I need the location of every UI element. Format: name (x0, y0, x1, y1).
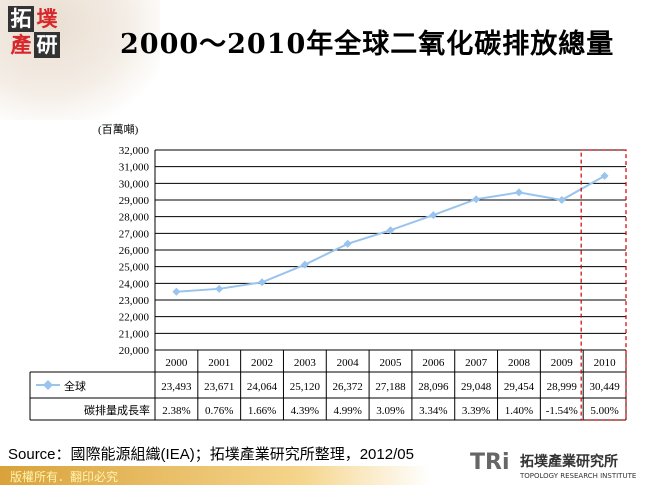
x-tick-label: 2000 (165, 357, 188, 369)
data-label: 28,999 (547, 381, 578, 393)
logo-char: 產 (10, 33, 32, 57)
growth-label: 3.39% (462, 405, 490, 417)
data-label: 29,454 (504, 381, 535, 393)
data-label: 28,096 (418, 381, 449, 393)
y-axis-label: (百萬噸) (98, 122, 139, 136)
growth-label: -1.54% (546, 405, 578, 417)
y-tick-label: 28,000 (119, 212, 150, 224)
x-tick-label: 2003 (294, 357, 317, 369)
y-tick-label: 25,000 (119, 262, 150, 274)
footer-bar: 版權所有．翻印必究 (0, 466, 430, 485)
legend-label: 全球 (64, 379, 86, 393)
y-tick-label: 27,000 (119, 228, 150, 240)
y-tick-label: 30,000 (119, 178, 150, 190)
data-label: 25,120 (290, 381, 321, 393)
brand-sub: TOPOLOGY RESEARCH INSTITUTE (520, 472, 637, 480)
brand-name: 拓墣產業研究所 (520, 454, 618, 470)
x-tick-label: 2001 (208, 357, 230, 369)
line-chart: (百萬噸) 20,000 21,000 22,000 23,000 24,000 25,00… (29, 122, 627, 421)
data-label: 27,188 (375, 381, 406, 393)
data-label: 23,671 (204, 381, 234, 393)
logo: 拓 墣 產 研 (8, 6, 60, 58)
x-tick-label: 2004 (337, 357, 360, 369)
growth-label: 1.40% (505, 405, 533, 417)
brand-logo: TRi 拓墣產業研究所 TOPOLOGY RESEARCH INSTITUTE (470, 450, 650, 485)
y-tick-label: 22,000 (119, 312, 150, 324)
data-point (258, 278, 267, 287)
x-tick-label: 2008 (508, 357, 531, 369)
brand-mark: TRi (470, 450, 510, 475)
x-tick-label: 2005 (380, 357, 403, 369)
data-point (514, 188, 523, 197)
data-label: 24,064 (247, 381, 278, 393)
legend-marker (43, 380, 53, 390)
y-tick-label: 29,000 (119, 195, 150, 207)
data-label: 26,372 (333, 381, 363, 393)
data-point (472, 195, 481, 204)
data-point (215, 284, 224, 293)
copyright: 版權所有．翻印必究 (10, 470, 119, 484)
y-tick-label: 21,000 (119, 328, 150, 340)
x-tick-label: 2006 (422, 357, 445, 369)
highlight-box (580, 149, 627, 421)
y-tick-label: 24,000 (119, 278, 150, 290)
growth-label: 5.00% (590, 405, 618, 417)
y-tick-label: 23,000 (119, 295, 150, 307)
growth-row-label: 碳排量成長率 (84, 403, 150, 417)
growth-label: 0.76% (205, 405, 233, 417)
page-title: 2000～2010年全球二氧化碳排放總量 (120, 29, 615, 60)
data-point (386, 226, 395, 235)
data-point (557, 196, 566, 205)
data-point (429, 211, 438, 220)
y-tick-label: 20,000 (119, 345, 150, 357)
data-point (600, 171, 609, 180)
growth-label: 4.99% (333, 405, 361, 417)
growth-label: 4.39% (291, 405, 319, 417)
growth-label: 3.34% (419, 405, 447, 417)
logo-char: 墣 (36, 7, 58, 31)
growth-label: 1.66% (248, 405, 276, 417)
source-note: Source：國際能源組織(IEA)；拓墣產業研究所整理，2012/05 (8, 446, 414, 463)
y-tick-label: 31,000 (119, 162, 150, 174)
data-label: 23,493 (161, 381, 192, 393)
logo-char: 拓 (8, 6, 34, 32)
x-tick-label: 2002 (251, 357, 273, 369)
data-point (300, 260, 309, 269)
growth-label: 3.09% (376, 405, 404, 417)
logo-char: 研 (34, 32, 60, 58)
x-tick-label: 2010 (594, 357, 617, 369)
data-point (343, 239, 352, 248)
x-tick-label: 2007 (465, 357, 488, 369)
growth-label: 2.38% (162, 405, 190, 417)
data-label: 29,048 (461, 381, 492, 393)
y-tick-label: 32,000 (119, 145, 150, 157)
data-point (172, 287, 181, 296)
x-tick-label: 2009 (551, 357, 574, 369)
y-tick-label: 26,000 (119, 245, 150, 257)
data-label: 30,449 (589, 381, 620, 393)
